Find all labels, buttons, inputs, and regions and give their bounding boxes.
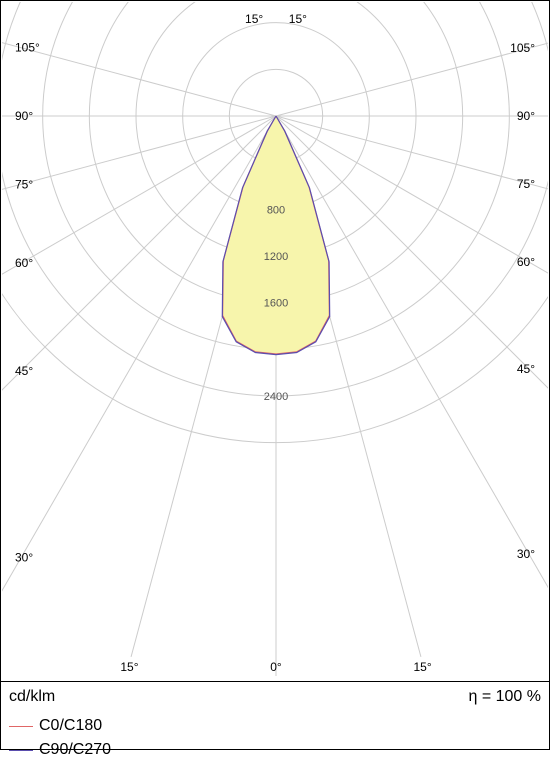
legend-item-c0: C0/C180 xyxy=(9,717,111,735)
svg-text:90°: 90° xyxy=(517,109,535,123)
bottom-info-bar: cd/klm η = 100 % xyxy=(1,681,549,711)
svg-text:30°: 30° xyxy=(15,551,33,565)
svg-text:800: 800 xyxy=(267,204,285,216)
unit-label: cd/klm xyxy=(9,688,55,706)
polar-plot-svg: 800 1200 1600 2400 15° 15° 30° 30° 45° 45° 60° 60° 7… xyxy=(1,1,549,681)
polar-chart-container: 800 1200 1600 2400 15° 15° 30° 30° 45° 45° 60° 60° 7… xyxy=(0,0,550,750)
svg-text:90°: 90° xyxy=(15,109,33,123)
svg-text:105°: 105° xyxy=(15,41,40,55)
svg-text:1600: 1600 xyxy=(264,298,288,310)
svg-text:0°: 0° xyxy=(270,660,282,674)
svg-text:1200: 1200 xyxy=(264,251,288,263)
svg-text:2400: 2400 xyxy=(264,391,288,403)
svg-text:45°: 45° xyxy=(517,362,535,376)
svg-text:45°: 45° xyxy=(15,364,33,378)
svg-text:75°: 75° xyxy=(517,177,535,191)
svg-text:15°: 15° xyxy=(120,660,138,674)
svg-text:75°: 75° xyxy=(15,177,33,191)
svg-text:105°: 105° xyxy=(510,41,535,55)
efficiency-label: η = 100 % xyxy=(469,688,542,706)
legend-item-c90: C90/C270 xyxy=(9,741,111,759)
svg-text:15°: 15° xyxy=(413,660,431,674)
legend-swatch-c0 xyxy=(9,726,33,727)
svg-text:30°: 30° xyxy=(517,547,535,561)
legend: C0/C180 C90/C270 xyxy=(9,717,111,759)
legend-label-c0: C0/C180 xyxy=(39,717,102,735)
legend-label-c90: C90/C270 xyxy=(39,741,111,759)
svg-text:15°: 15° xyxy=(289,12,307,26)
svg-text:60°: 60° xyxy=(15,256,33,270)
svg-text:15°: 15° xyxy=(245,12,263,26)
svg-text:60°: 60° xyxy=(517,255,535,269)
